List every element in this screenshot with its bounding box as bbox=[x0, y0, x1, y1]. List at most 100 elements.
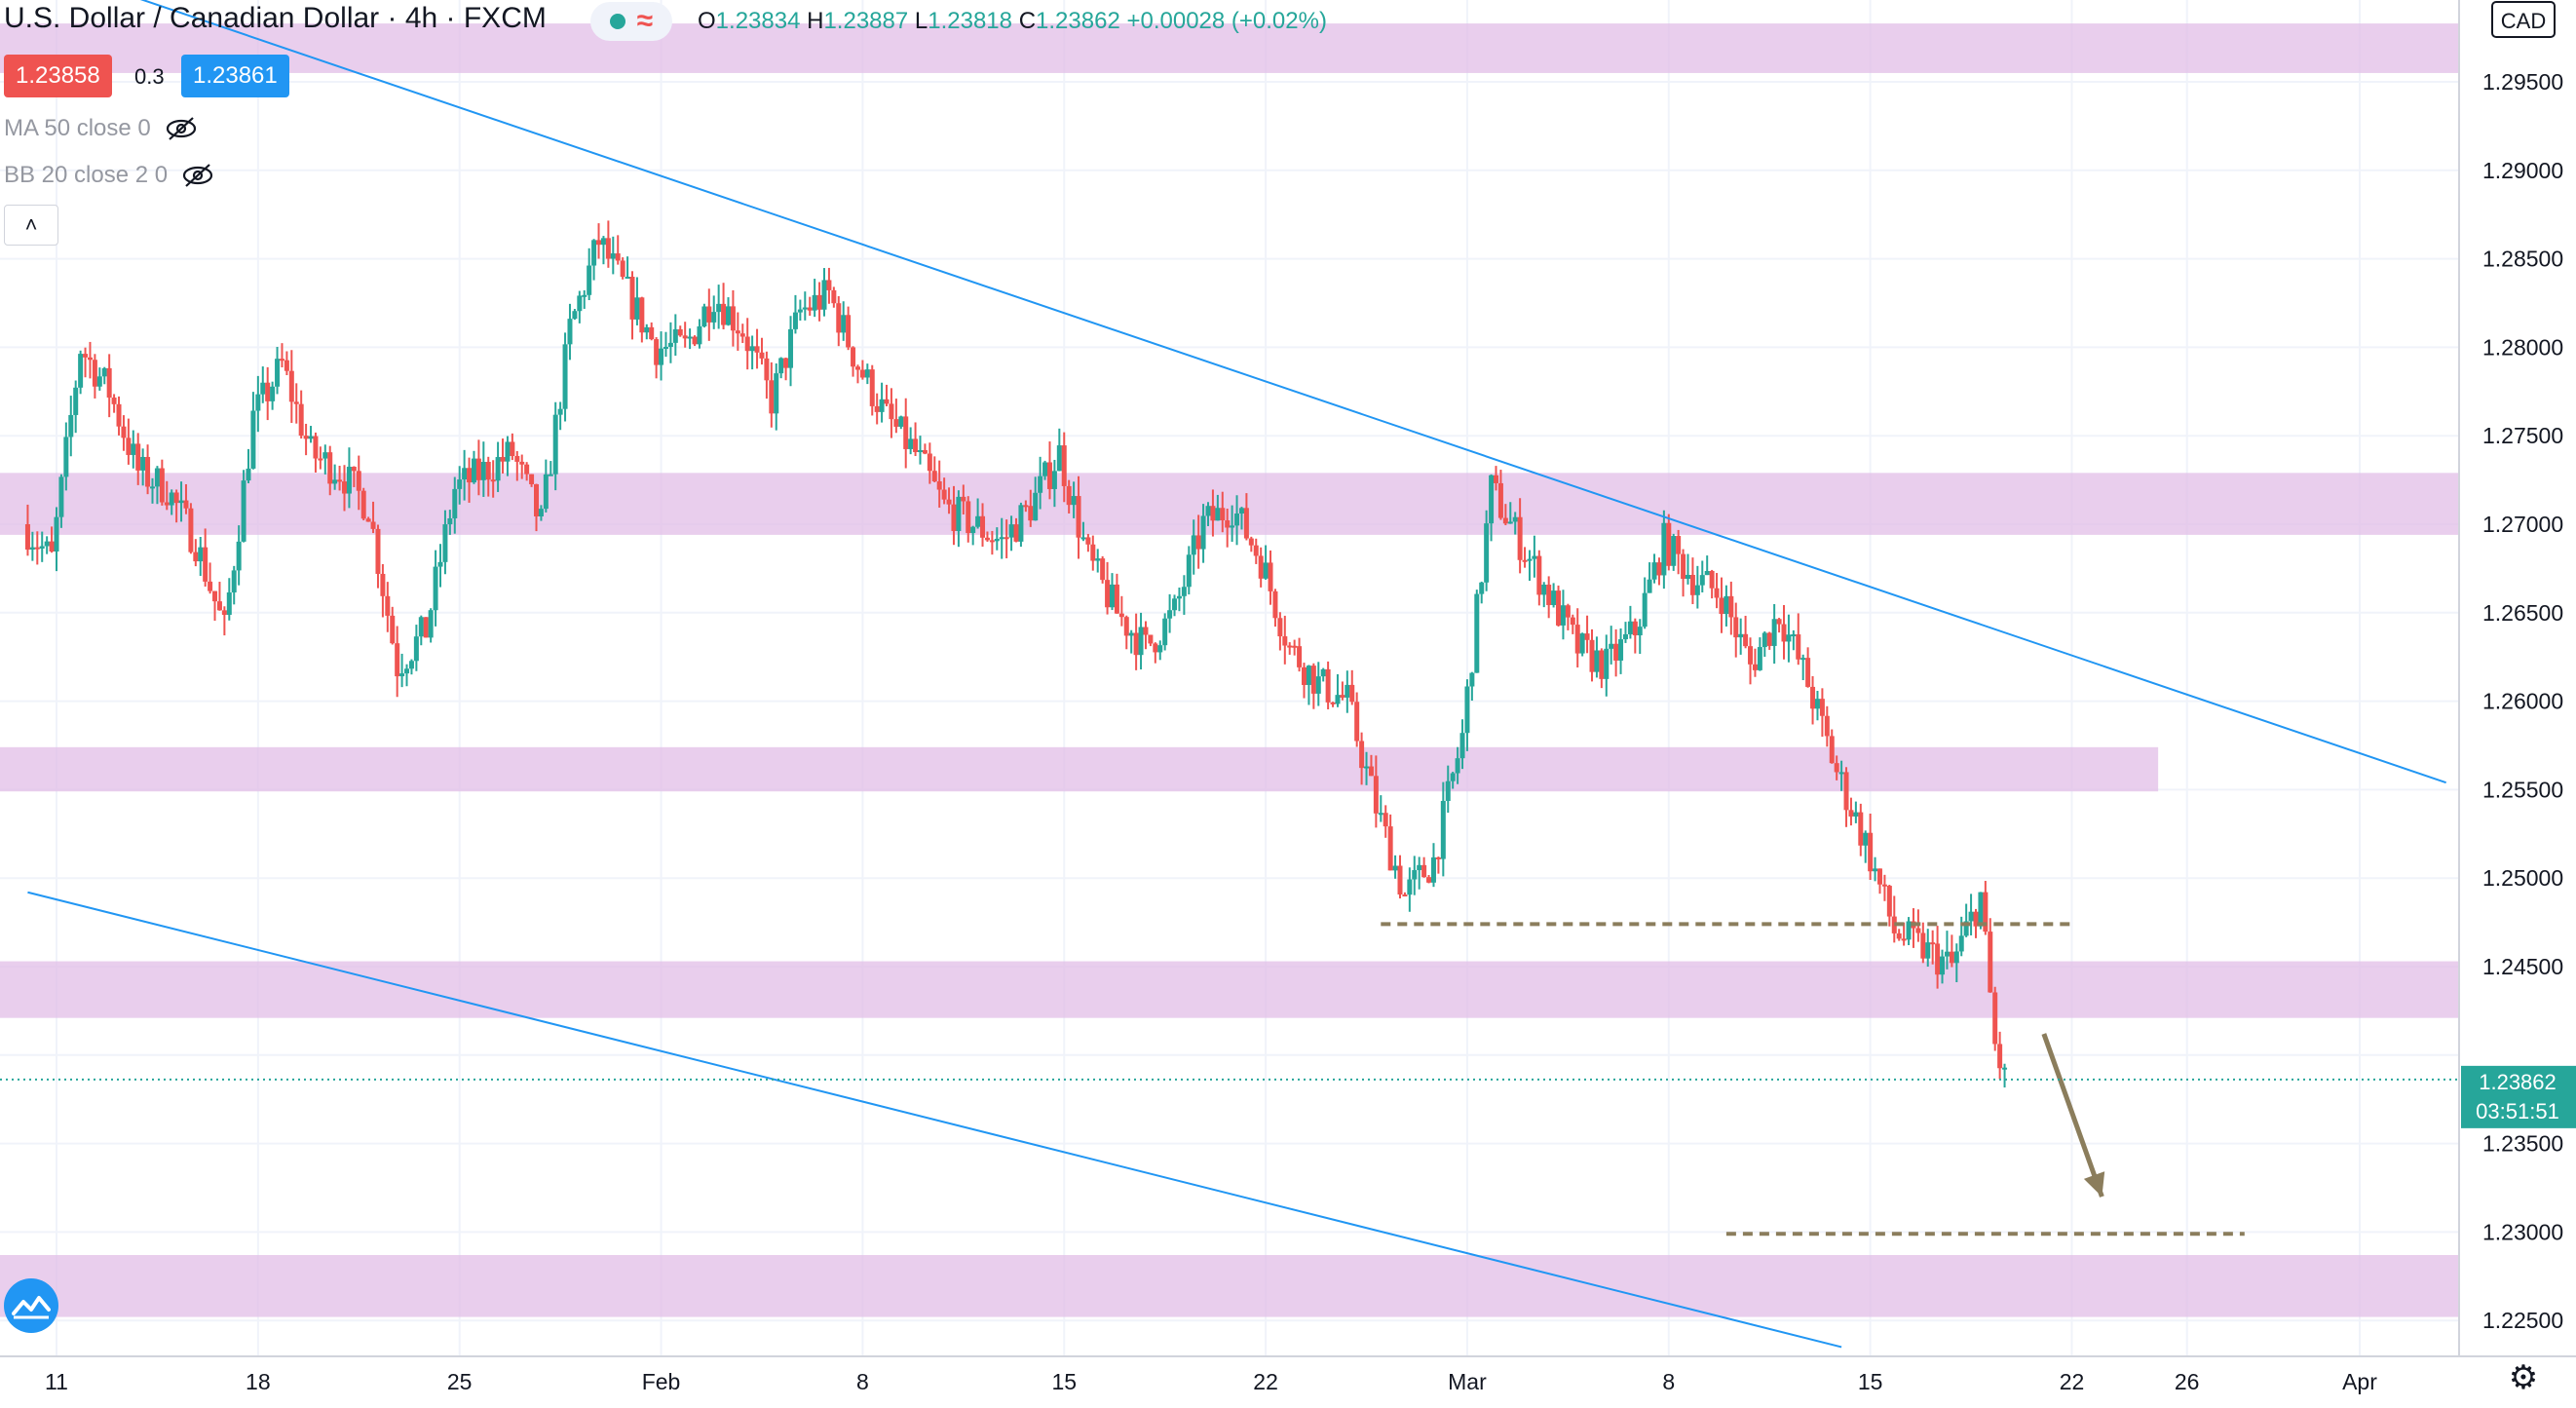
zone-0 bbox=[0, 23, 2459, 73]
candle-body bbox=[851, 347, 856, 367]
market-status-pill[interactable]: ≈ bbox=[590, 2, 672, 41]
wave-icon: ≈ bbox=[636, 5, 654, 37]
currency-badge[interactable]: CAD bbox=[2491, 1, 2556, 38]
indicator-ma[interactable]: MA 50 close 0 bbox=[4, 115, 198, 142]
candle-body bbox=[1896, 932, 1902, 939]
candle-body bbox=[49, 541, 55, 552]
change-value: +0.00028 (+0.02%) bbox=[1126, 8, 1327, 34]
candle-body bbox=[572, 311, 578, 320]
candle-body bbox=[534, 483, 539, 516]
candle-body bbox=[582, 294, 587, 297]
candle-body bbox=[1661, 522, 1667, 576]
candle-body bbox=[404, 668, 410, 674]
price-axis-background[interactable] bbox=[2459, 0, 2576, 1356]
candle-body bbox=[1080, 537, 1086, 540]
high-label: H bbox=[807, 8, 824, 34]
candle-body bbox=[390, 615, 396, 644]
candle-body bbox=[1071, 496, 1077, 506]
candle-body bbox=[413, 636, 419, 662]
candle-body bbox=[231, 570, 237, 593]
candle-body bbox=[63, 437, 69, 477]
candle-body bbox=[1220, 508, 1226, 521]
candle-body bbox=[846, 315, 852, 348]
candle-body bbox=[423, 617, 429, 638]
candle-body bbox=[1191, 535, 1196, 555]
candle-body bbox=[1973, 911, 1979, 927]
candle-body bbox=[221, 610, 227, 615]
candle-body bbox=[1541, 585, 1547, 595]
candle-body bbox=[961, 496, 966, 502]
candle-body bbox=[92, 360, 97, 387]
candle-body bbox=[226, 592, 232, 615]
circle-dot-icon bbox=[609, 14, 625, 29]
candle-body bbox=[365, 518, 371, 522]
candle-body bbox=[1925, 942, 1931, 959]
symbol-title[interactable]: U.S. Dollar / Canadian Dollar · 4h · FXC… bbox=[4, 2, 547, 34]
candle-body bbox=[620, 260, 625, 278]
candle-body bbox=[399, 673, 405, 677]
candle-body bbox=[495, 457, 501, 481]
candle-body bbox=[1829, 736, 1835, 764]
candle-body bbox=[1302, 666, 1307, 685]
candle-body bbox=[1238, 508, 1244, 514]
candle-body bbox=[1704, 570, 1710, 576]
candle-body bbox=[1997, 1044, 2003, 1069]
candle-body bbox=[1906, 921, 1912, 940]
candle-body bbox=[1435, 856, 1441, 859]
buy-button[interactable]: 1.23861 bbox=[181, 55, 289, 97]
candle-body bbox=[999, 537, 1004, 540]
candle-body bbox=[1186, 554, 1192, 588]
candle-body bbox=[812, 294, 817, 311]
candle-body bbox=[284, 360, 289, 371]
candle-body bbox=[1484, 523, 1490, 583]
eye-off-icon[interactable] bbox=[181, 163, 214, 188]
indicator-bb[interactable]: BB 20 close 2 0 bbox=[4, 162, 214, 189]
candle-body bbox=[1886, 886, 1892, 917]
candle-body bbox=[754, 346, 760, 353]
time-axis-background[interactable] bbox=[0, 1357, 2459, 1403]
open-label: O bbox=[698, 8, 716, 34]
candle-body bbox=[735, 330, 740, 334]
candle-body bbox=[975, 515, 981, 527]
candle-body bbox=[1992, 992, 1998, 1045]
candle-body bbox=[864, 369, 870, 378]
sell-button[interactable]: 1.23858 bbox=[4, 55, 112, 97]
candle-body bbox=[659, 348, 664, 365]
candle-body bbox=[966, 501, 971, 534]
candle-body bbox=[260, 382, 266, 395]
candle-body bbox=[178, 500, 184, 504]
eye-off-icon[interactable] bbox=[165, 116, 198, 141]
candle-body bbox=[1181, 587, 1187, 596]
gear-icon[interactable]: ⚙ bbox=[2508, 1359, 2539, 1396]
candle-body bbox=[1114, 584, 1119, 614]
candle-body bbox=[150, 486, 155, 489]
low-value: 1.23818 bbox=[928, 8, 1013, 34]
candle-body bbox=[802, 307, 808, 310]
candle-body bbox=[548, 474, 553, 476]
candle-body bbox=[447, 517, 453, 525]
candle-body bbox=[859, 369, 865, 378]
candle-body bbox=[931, 471, 937, 482]
candle-body bbox=[562, 344, 568, 409]
candle-body bbox=[116, 403, 122, 427]
candle-body bbox=[759, 352, 765, 359]
candle-body bbox=[543, 474, 549, 510]
candle-body bbox=[1642, 592, 1648, 628]
time-tick-label: Feb bbox=[642, 1369, 681, 1394]
candle-body bbox=[505, 441, 511, 462]
collapse-legend-button[interactable]: ˄ bbox=[4, 205, 58, 246]
current-price-label: 1.23862 bbox=[2479, 1070, 2557, 1094]
candle-body bbox=[1656, 562, 1662, 576]
time-tick-label: 11 bbox=[45, 1369, 68, 1394]
candle-body bbox=[701, 306, 707, 326]
candle-body bbox=[874, 405, 880, 412]
candle-body bbox=[1901, 938, 1907, 941]
candle-body bbox=[672, 328, 678, 343]
tradingview-logo[interactable] bbox=[4, 1278, 58, 1333]
candle-body bbox=[1881, 884, 1887, 887]
candle-body bbox=[1532, 555, 1537, 559]
zone-2 bbox=[0, 746, 2159, 792]
